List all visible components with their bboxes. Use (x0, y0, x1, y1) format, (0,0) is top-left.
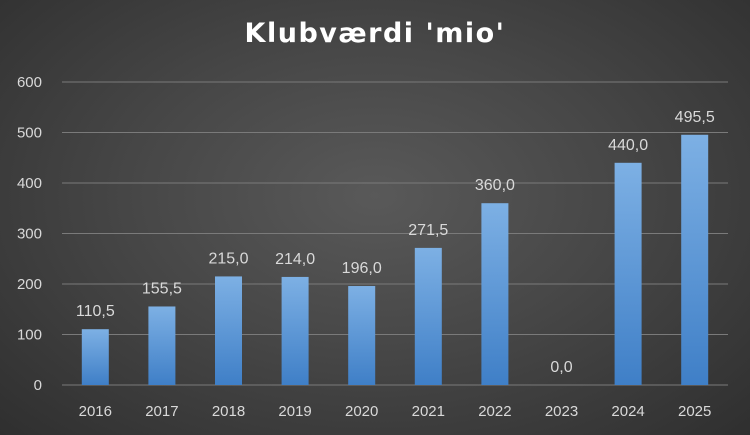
y-tick-label: 500 (17, 125, 42, 142)
data-label-2016: 110,5 (76, 303, 115, 320)
data-labels: 110,5 155,5 215,0 214,0 196,0 271,5 360,0 0,0 44… (76, 109, 715, 376)
bar-2020 (348, 286, 376, 385)
bars (81, 134, 709, 385)
x-tick-label-2021: 2021 (412, 403, 445, 420)
y-axis-ticks: 0 100 200 300 400 500 600 (17, 74, 42, 394)
x-tick-label-2024: 2024 (611, 403, 644, 420)
data-label-2023: 0,0 (550, 359, 572, 376)
x-tick-label-2019: 2019 (278, 403, 311, 420)
data-label-2018: 215,0 (208, 250, 248, 267)
x-axis-ticks: 2016 2017 2018 2019 2020 2021 2022 2023 2024 2025 (79, 403, 712, 420)
data-label-2021: 271,5 (408, 222, 448, 239)
y-tick-label: 600 (17, 74, 42, 91)
y-tick-label: 0 (34, 377, 42, 394)
data-label-2022: 360,0 (475, 177, 515, 194)
y-tick-label: 200 (17, 276, 42, 293)
bar-2016 (81, 329, 109, 385)
data-label-2019: 214,0 (275, 251, 315, 268)
bar-2017 (148, 306, 176, 385)
x-tick-label-2023: 2023 (545, 403, 578, 420)
data-label-2025: 495,5 (675, 109, 715, 126)
bar-2024 (614, 162, 642, 385)
chart-title: Klubværdi 'mio' (244, 18, 506, 49)
x-tick-label-2025: 2025 (678, 403, 711, 420)
bar-2022 (481, 203, 509, 385)
x-tick-label-2020: 2020 (345, 403, 378, 420)
bar-2019 (281, 276, 309, 385)
y-tick-label: 300 (17, 226, 42, 243)
data-label-2024: 440,0 (608, 137, 648, 154)
x-tick-label-2016: 2016 (79, 403, 112, 420)
y-tick-label: 100 (17, 327, 42, 344)
y-tick-label: 400 (17, 175, 42, 192)
x-tick-label-2018: 2018 (212, 403, 245, 420)
bar-2018 (215, 276, 242, 385)
bar-2025 (681, 134, 709, 385)
x-tick-label-2022: 2022 (478, 403, 511, 420)
data-label-2017: 155,5 (142, 280, 182, 297)
x-tick-label-2017: 2017 (145, 403, 178, 420)
data-label-2020: 196,0 (342, 260, 382, 277)
bar-2021 (414, 247, 442, 385)
